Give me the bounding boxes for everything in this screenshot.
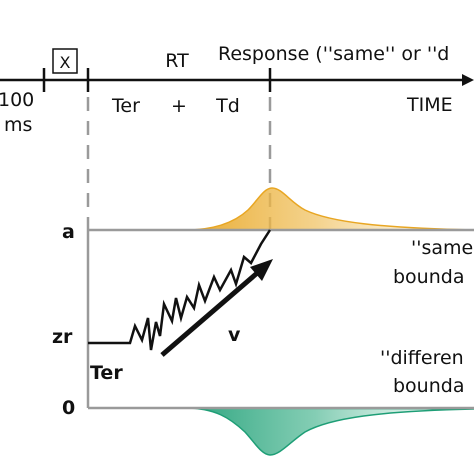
td-label: Td [215,95,240,117]
stimulus-box [52,48,78,74]
different-boundary-label-line2: bounda [393,375,464,397]
drift-rate-label: v [228,324,241,346]
start-point-label: zr [52,326,73,348]
time-label: TIME [406,94,453,116]
time-axis-arrowhead [462,74,474,86]
response-label: Response (''same'' or ''d [218,43,449,65]
drift-arrow-shaft [160,266,265,357]
upper-boundary-label: a [62,221,75,243]
non-decision-time-label: Ter [90,362,123,384]
ter-label: Ter [111,95,140,117]
plus-label: + [171,95,187,117]
same-boundary-label-line1: ''same [411,237,473,259]
timeline: X 100 ms RT Response (''same'' or ''d Te… [0,43,474,136]
lower-boundary-label: 0 [62,397,75,419]
stimulus-box-label: X [60,53,71,72]
interval-value: 100 [0,89,34,111]
interval-unit: ms [4,114,32,136]
drift-arrowhead [250,259,273,281]
evidence-accumulation-path [88,229,272,351]
rt-label: RT [165,50,189,72]
decision-region [86,228,474,410]
different-boundary-label-line1: ''differen [380,347,464,369]
different-rt-distribution [184,407,474,456]
same-boundary-label-line2: bounda [393,266,464,288]
same-rt-distribution [184,187,474,231]
